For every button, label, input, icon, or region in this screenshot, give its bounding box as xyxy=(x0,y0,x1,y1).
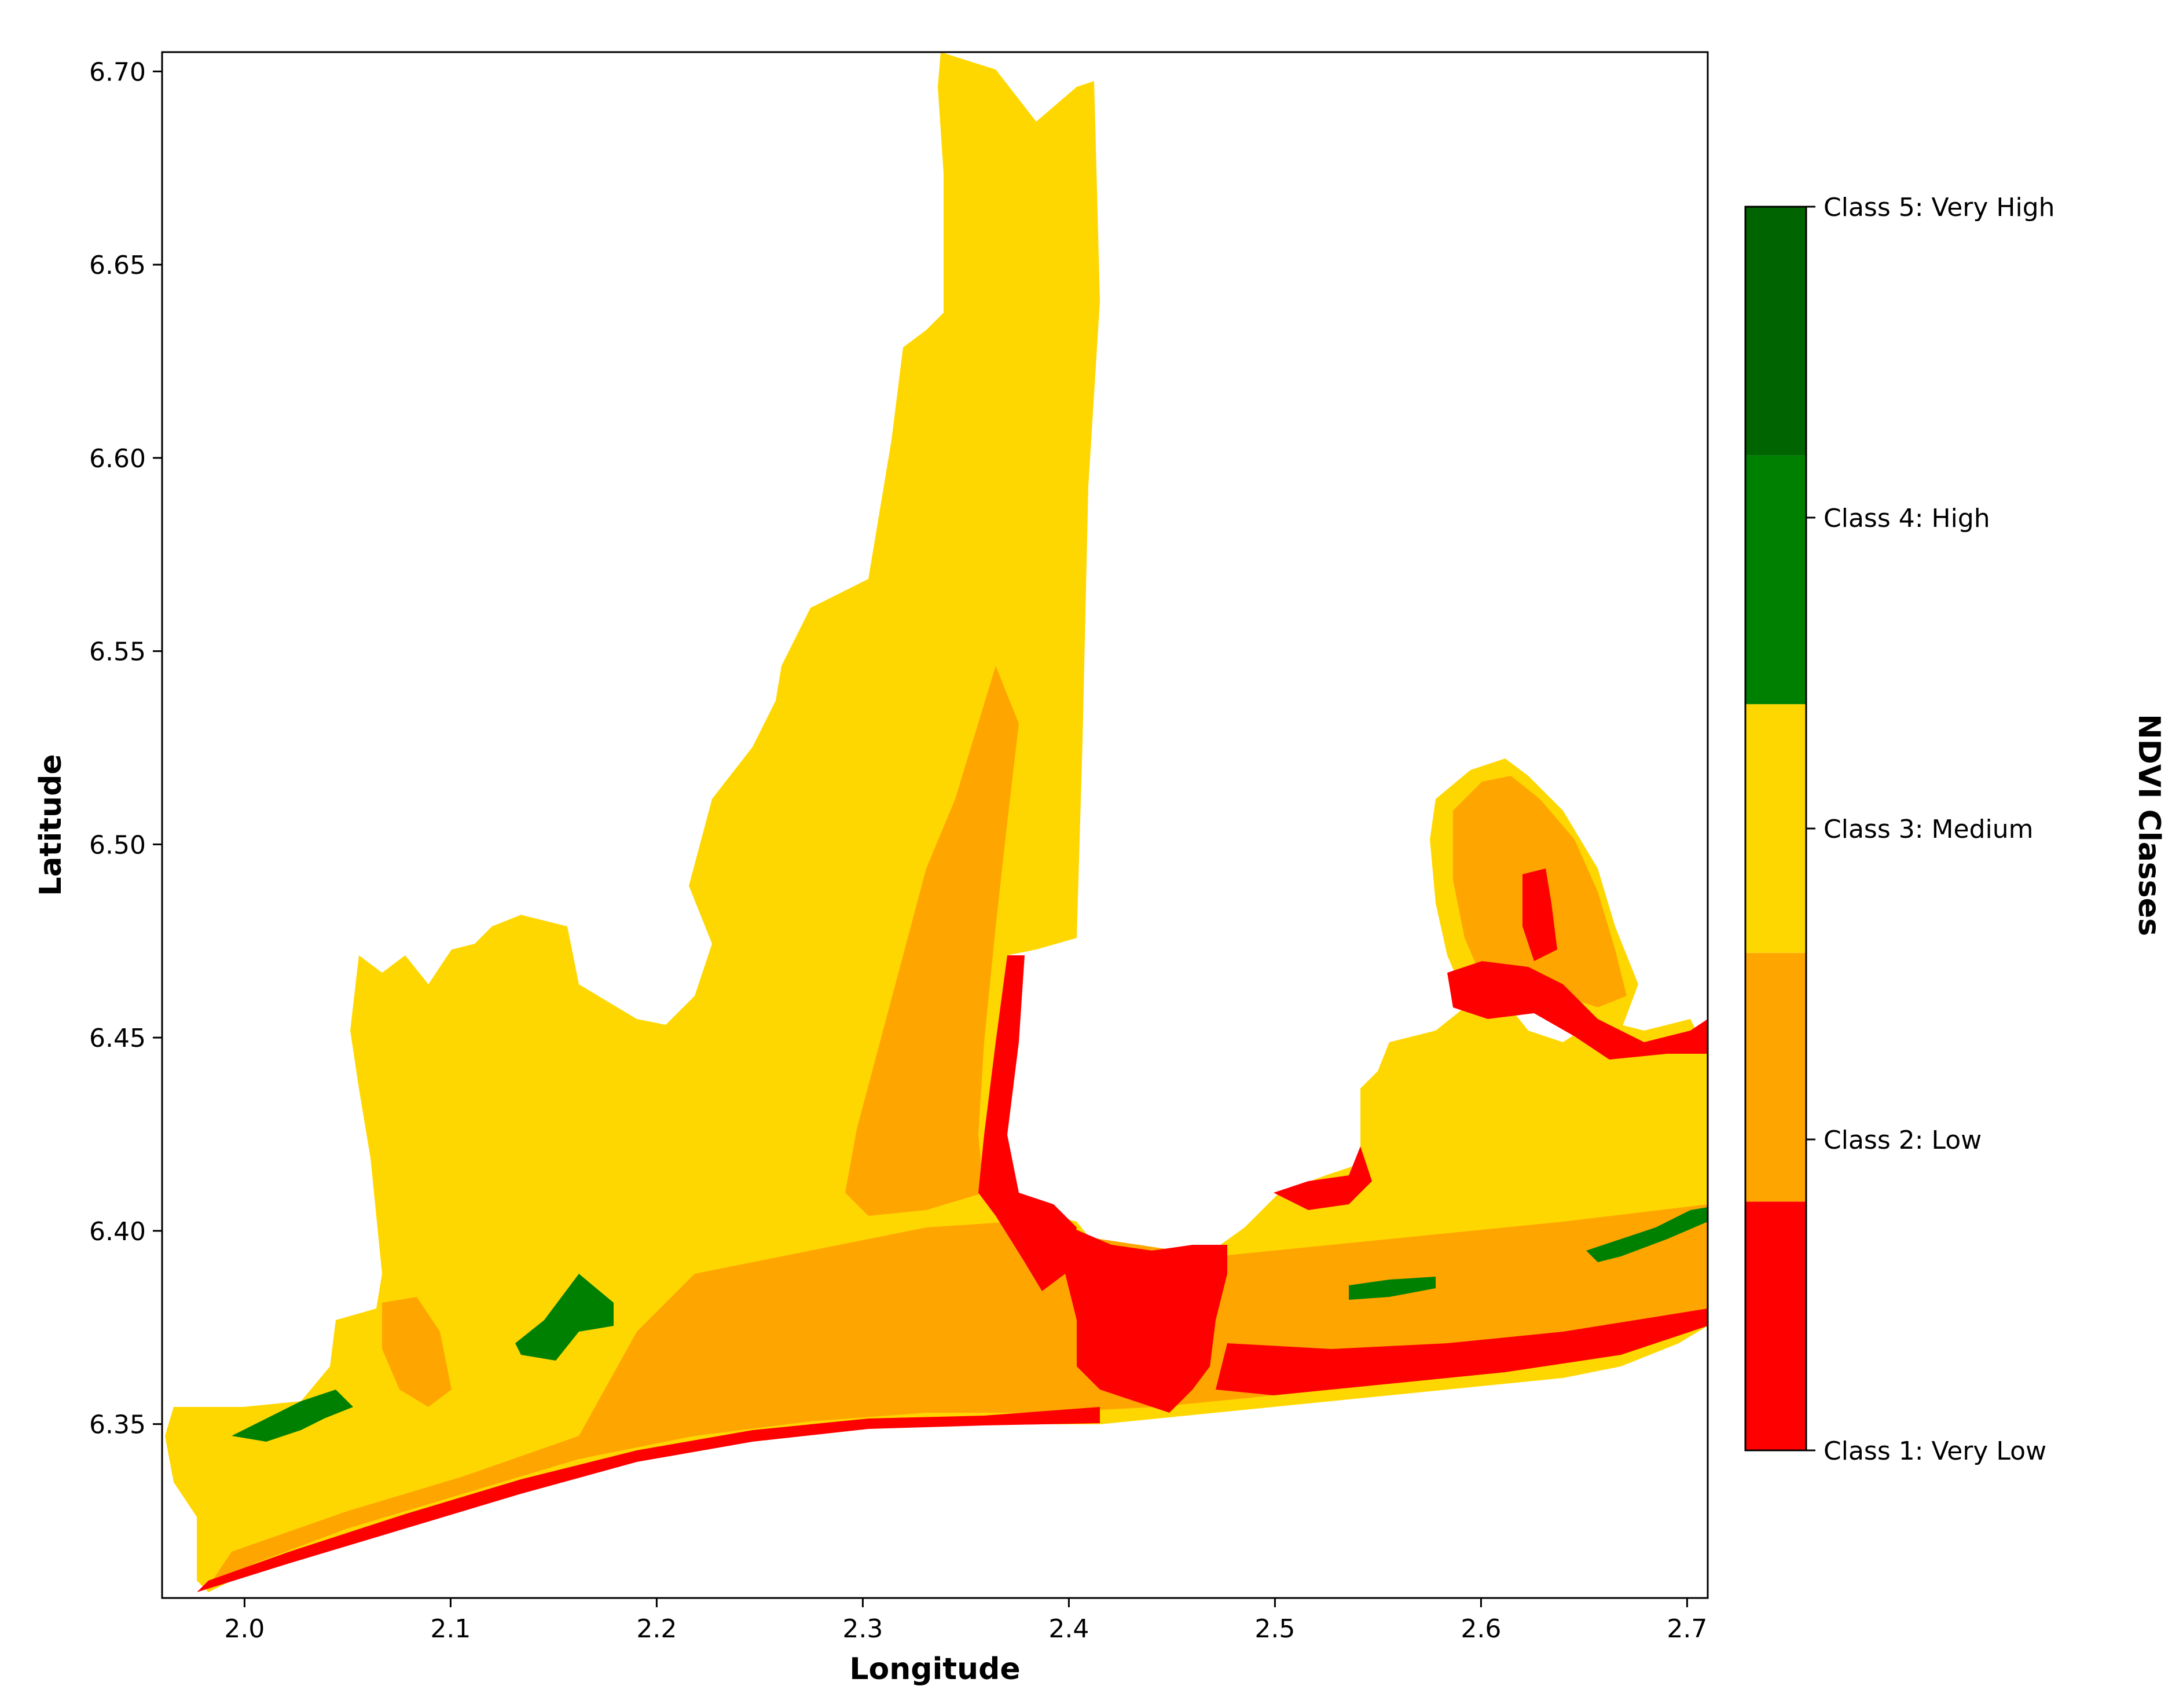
x-tick-label: 2.0 xyxy=(224,1614,265,1644)
colorbar-label: Class 2: Low xyxy=(1824,1126,1982,1155)
colorbar-segment xyxy=(1745,455,1806,705)
colorbar-segment xyxy=(1745,1201,1806,1450)
x-axis-label: Longitude xyxy=(849,1652,1020,1687)
region-class-2-coastal-band xyxy=(208,1204,1708,1586)
colorbar-label: Class 4: High xyxy=(1824,504,1990,533)
colorbar: Class 1: Very Low Class 2: Low Class 3: Me… xyxy=(1744,193,2055,1466)
x-tick-label: 2.7 xyxy=(1667,1614,1707,1644)
ndvi-raster xyxy=(165,52,1708,1592)
region-class-1-urban-core xyxy=(1065,1227,1227,1413)
y-tick-label: 6.50 xyxy=(89,830,146,860)
region-class-1-channel xyxy=(978,955,1077,1291)
colorbar-title: NDVI Classes xyxy=(2131,714,2166,936)
y-axis: 6.35 6.40 6.45 6.50 6.55 6.60 6.65 6.70 xyxy=(89,57,162,1440)
x-tick-label: 2.3 xyxy=(842,1614,883,1644)
y-tick-label: 6.45 xyxy=(89,1024,146,1053)
y-tick-label: 6.70 xyxy=(89,57,146,87)
region-class-2-west-patch xyxy=(382,1297,452,1407)
colorbar-label: Class 5: Very High xyxy=(1824,193,2055,222)
colorbar-label: Class 1: Very Low xyxy=(1824,1436,2046,1466)
region-class-4-high-far-east xyxy=(1586,1207,1708,1262)
x-tick-label: 2.5 xyxy=(1254,1614,1295,1644)
region-class-1-east-coast xyxy=(1216,1309,1708,1395)
colorbar-segment xyxy=(1745,952,1806,1202)
region-class-4-high-west xyxy=(232,1390,353,1442)
region-class-1-ne-strip xyxy=(1447,961,1708,1060)
y-tick-label: 6.35 xyxy=(89,1410,146,1440)
x-tick-label: 2.2 xyxy=(636,1614,677,1644)
colorbar-segment xyxy=(1745,704,1806,953)
plot-frame xyxy=(161,51,1709,1599)
colorbar-label: Class 3: Medium xyxy=(1824,815,2033,844)
x-tick-label: 2.6 xyxy=(1461,1614,1501,1644)
region-class-4-high-central xyxy=(515,1274,614,1361)
y-axis-label: Latitude xyxy=(34,754,68,896)
y-tick-label: 6.55 xyxy=(89,637,146,667)
y-tick-label: 6.65 xyxy=(89,251,146,280)
colorbar-segment xyxy=(1745,207,1806,456)
region-class-1-northeast-bay xyxy=(1274,1146,1372,1210)
region-class-1-ne-pocket xyxy=(1522,868,1557,961)
region-class-4-high-east xyxy=(1349,1277,1436,1300)
x-axis: 2.0 2.1 2.2 2.3 2.4 2.5 2.6 2.7 xyxy=(224,1598,1707,1644)
y-tick-label: 6.40 xyxy=(89,1217,146,1247)
x-tick-label: 2.1 xyxy=(430,1614,471,1644)
y-tick-label: 6.60 xyxy=(89,444,146,474)
region-class-2-central-band xyxy=(845,666,1019,1216)
x-tick-label: 2.4 xyxy=(1048,1614,1089,1644)
